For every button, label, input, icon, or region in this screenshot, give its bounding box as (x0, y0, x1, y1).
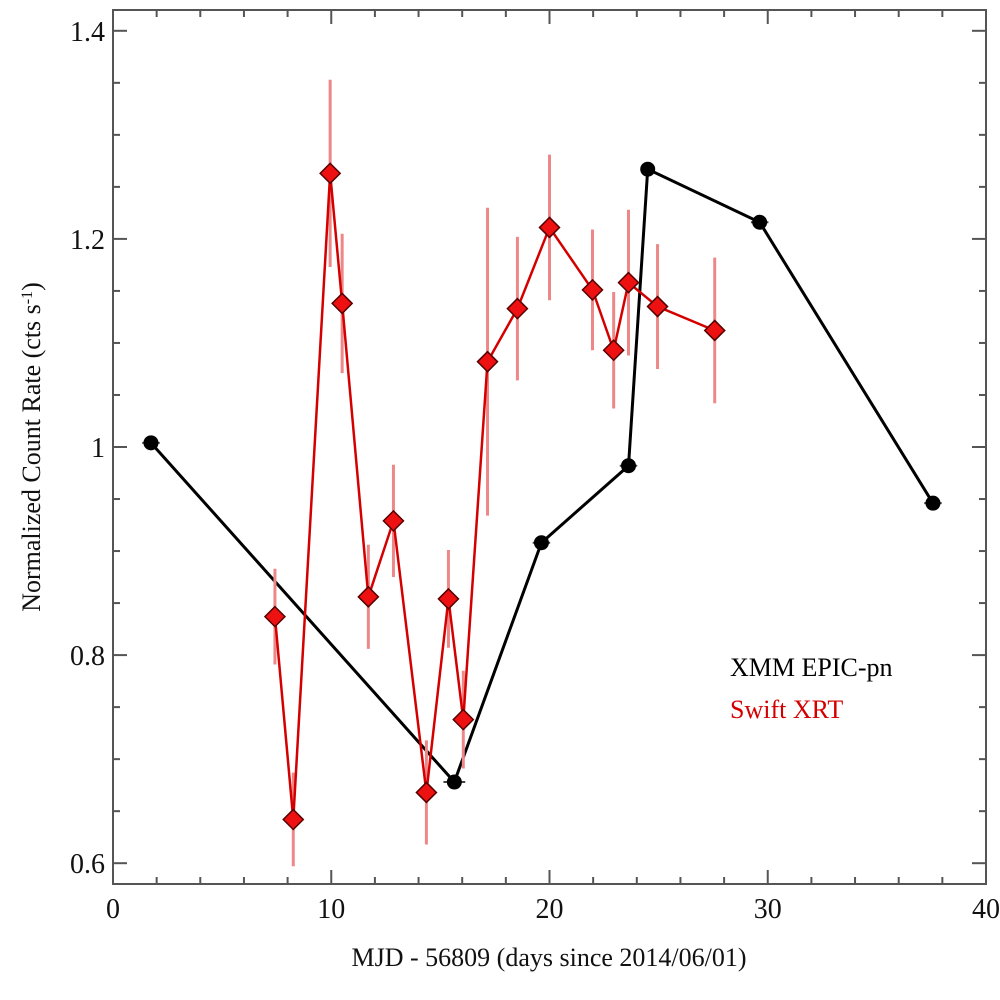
swift-point (452, 708, 475, 731)
legend-entry-xmm: XMM EPIC-pn (730, 653, 893, 682)
x-axis-label: MJD - 56809 (days since 2014/06/01) (351, 943, 746, 972)
y-tick-label: 1.4 (70, 17, 105, 48)
swift-point (476, 350, 499, 373)
xmm-point (752, 214, 768, 230)
xmm-point (143, 435, 159, 451)
swift-point (263, 605, 287, 628)
y-tick-label: 1.2 (70, 225, 105, 256)
y-tick-label: 1 (91, 433, 105, 464)
y-tick-labels: 0.6 0.8 1 1.2 1.4 (70, 17, 105, 880)
x-tick-label: 10 (317, 894, 345, 925)
y-axis-label-superscript: -1 (19, 291, 36, 304)
legend-entry-swift: Swift XRT (730, 695, 843, 724)
swift-point (703, 319, 726, 342)
swift-point (382, 509, 405, 532)
legend: XMM EPIC-pn Swift XRT (730, 653, 893, 724)
x-tick-label: 40 (972, 894, 1000, 925)
swift-point (437, 587, 460, 610)
series-swift-xrt (263, 79, 726, 867)
x-tick-labels: 0 10 20 30 40 (106, 894, 1000, 925)
x-tick-label: 30 (754, 894, 782, 925)
y-tick-label: 0.8 (70, 641, 105, 672)
swift-point (282, 808, 305, 831)
y-axis-label-close: ) (17, 282, 46, 291)
series-layer (142, 79, 942, 867)
xmm-point (446, 774, 462, 790)
swift-point (602, 339, 625, 362)
y-tick-label: 0.6 (70, 849, 105, 880)
y-axis-label-main: Normalized Count Rate (cts s (17, 304, 46, 612)
x-tick-label: 0 (106, 894, 120, 925)
plot-frame (112, 9, 987, 885)
xmm-point (533, 535, 549, 551)
swift-point (538, 216, 561, 239)
swift-point (581, 278, 604, 301)
xmm-point (640, 161, 656, 177)
x-tick-label: 20 (536, 894, 564, 925)
y-axis-label: Normalized Count Rate (cts s-1) (17, 282, 46, 612)
swift-point (617, 271, 640, 294)
axis-ticks (112, 10, 987, 884)
xmm-point (925, 495, 941, 511)
swift-point (319, 162, 342, 185)
swift-point (331, 292, 354, 315)
swift-point (646, 295, 669, 318)
swift-point (357, 585, 380, 608)
swift-point (415, 781, 438, 804)
swift-point (506, 297, 529, 320)
xmm-point (621, 458, 637, 474)
series-xmm-epic-pn (142, 161, 942, 790)
